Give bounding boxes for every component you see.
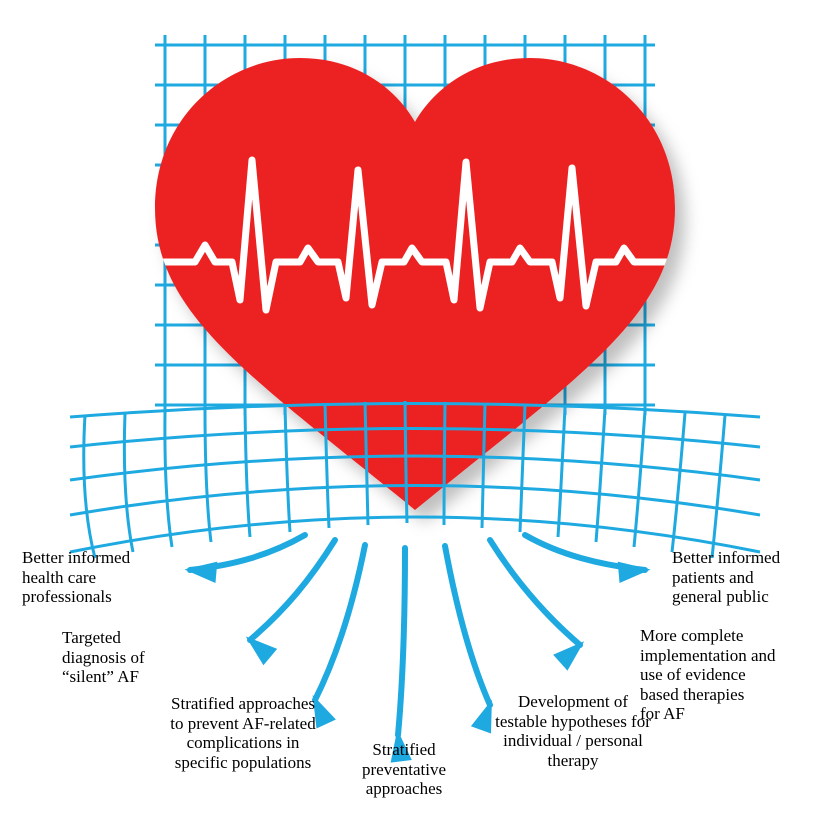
label-l7: Better informedpatients andgeneral publi… bbox=[672, 548, 822, 607]
label-l3: Stratified approachesto prevent AF-relat… bbox=[148, 694, 338, 772]
arrow-shaft-4 bbox=[398, 548, 405, 735]
label-l6: More completeimplementation anduse of ev… bbox=[640, 626, 810, 724]
arrow-head-6 bbox=[554, 642, 583, 670]
arrow-shaft-5 bbox=[445, 546, 490, 705]
label-l4: Stratifiedpreventativeapproaches bbox=[344, 740, 464, 799]
heart-shape bbox=[155, 58, 675, 510]
label-l1: Better informedhealth careprofessionals bbox=[22, 548, 162, 607]
label-l2: Targeteddiagnosis of“silent” AF bbox=[62, 628, 182, 687]
arrow-shaft-3 bbox=[315, 545, 365, 700]
infographic-stage: Better informedhealth careprofessionals T… bbox=[0, 0, 827, 827]
heart-group bbox=[150, 58, 680, 510]
arrow-head-2 bbox=[247, 637, 276, 664]
